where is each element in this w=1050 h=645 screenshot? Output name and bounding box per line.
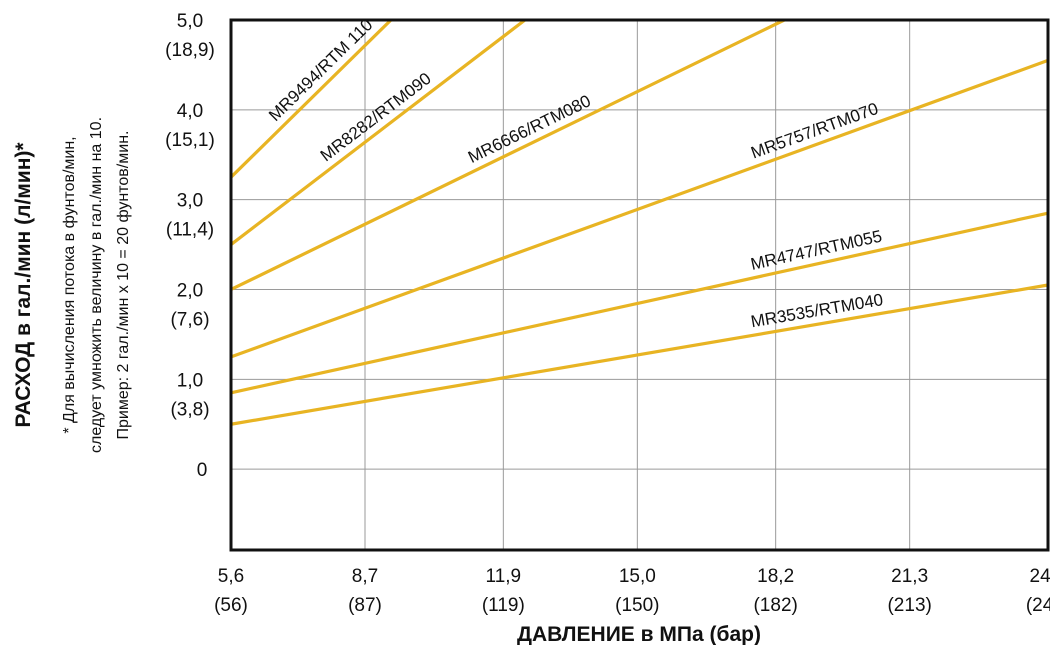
series-label: MR9494/RTM 110 bbox=[265, 15, 376, 125]
x-tick-label: 24,5 bbox=[1030, 566, 1050, 587]
footnote-line-3: Пример: 2 гал./мин x 10 = 20 фунтов/мин. bbox=[115, 131, 132, 440]
x-tick-sublabel: (119) bbox=[482, 595, 525, 616]
footnote: * Для вычисления потока в фунтов/мин, сл… bbox=[61, 117, 132, 453]
y-tick-label: 3,0 bbox=[177, 191, 203, 212]
x-axis-title: ДАВЛЕНИЕ в МПа (бар) bbox=[517, 623, 761, 645]
x-tick-sublabel: (150) bbox=[615, 595, 659, 616]
series-line bbox=[230, 283, 1049, 426]
y-axis-title: РАСХОД в гал./мин (л/мин)* bbox=[12, 142, 35, 428]
series-label: MR4747/RTM055 bbox=[749, 227, 884, 274]
y-tick-sublabel: (3,8) bbox=[170, 399, 209, 420]
y-tick-label: 4,0 bbox=[177, 101, 203, 122]
series-line bbox=[230, 18, 786, 291]
tick-labels: 5,6 (56) 8,7 (87) 11,9 (119) 15,0 (150) 18,2 (182… bbox=[165, 11, 1050, 616]
x-tick-label: 15,0 bbox=[619, 566, 656, 587]
series-label: MR8282/RTM090 bbox=[317, 69, 435, 165]
y-tick-label: 0 bbox=[197, 460, 208, 481]
plot-frame bbox=[229, 18, 1050, 552]
x-tick-sublabel: (56) bbox=[214, 595, 248, 616]
y-tick-label: 1,0 bbox=[177, 370, 203, 391]
x-tick-label: 11,9 bbox=[486, 566, 522, 587]
y-tick-label: 2,0 bbox=[177, 280, 203, 301]
y-tick-sublabel: (15,1) bbox=[165, 130, 215, 151]
series-label: MR5757/RTM070 bbox=[748, 99, 880, 163]
x-tick-label: 8,7 bbox=[352, 566, 378, 587]
y-tick-sublabel: (18,9) bbox=[165, 40, 215, 61]
footnote-line-2: следует умножить величину в гал./мин на … bbox=[88, 117, 105, 453]
x-tick-label: 18,2 bbox=[757, 566, 794, 587]
x-tick-sublabel: (87) bbox=[348, 595, 382, 616]
x-tick-sublabel: (182) bbox=[753, 595, 797, 616]
series-line bbox=[230, 58, 1049, 359]
y-tick-label: 5,0 bbox=[177, 11, 203, 32]
y-tick-sublabel: (7,6) bbox=[170, 309, 209, 330]
x-tick-sublabel: (245) bbox=[1026, 595, 1050, 616]
series-label: MR6666/RTM080 bbox=[465, 91, 594, 167]
x-tick-label: 5,6 bbox=[218, 566, 244, 587]
x-tick-sublabel: (213) bbox=[887, 595, 931, 616]
series-lines bbox=[229, 18, 1049, 426]
grid bbox=[231, 20, 1048, 550]
y-tick-sublabel: (11,4) bbox=[166, 220, 214, 241]
series-line bbox=[229, 18, 393, 179]
series-line bbox=[230, 18, 526, 246]
x-tick-label: 21,3 bbox=[891, 566, 928, 587]
series-line bbox=[230, 211, 1049, 395]
footnote-line-1: * Для вычисления потока в фунтов/мин, bbox=[61, 136, 78, 433]
